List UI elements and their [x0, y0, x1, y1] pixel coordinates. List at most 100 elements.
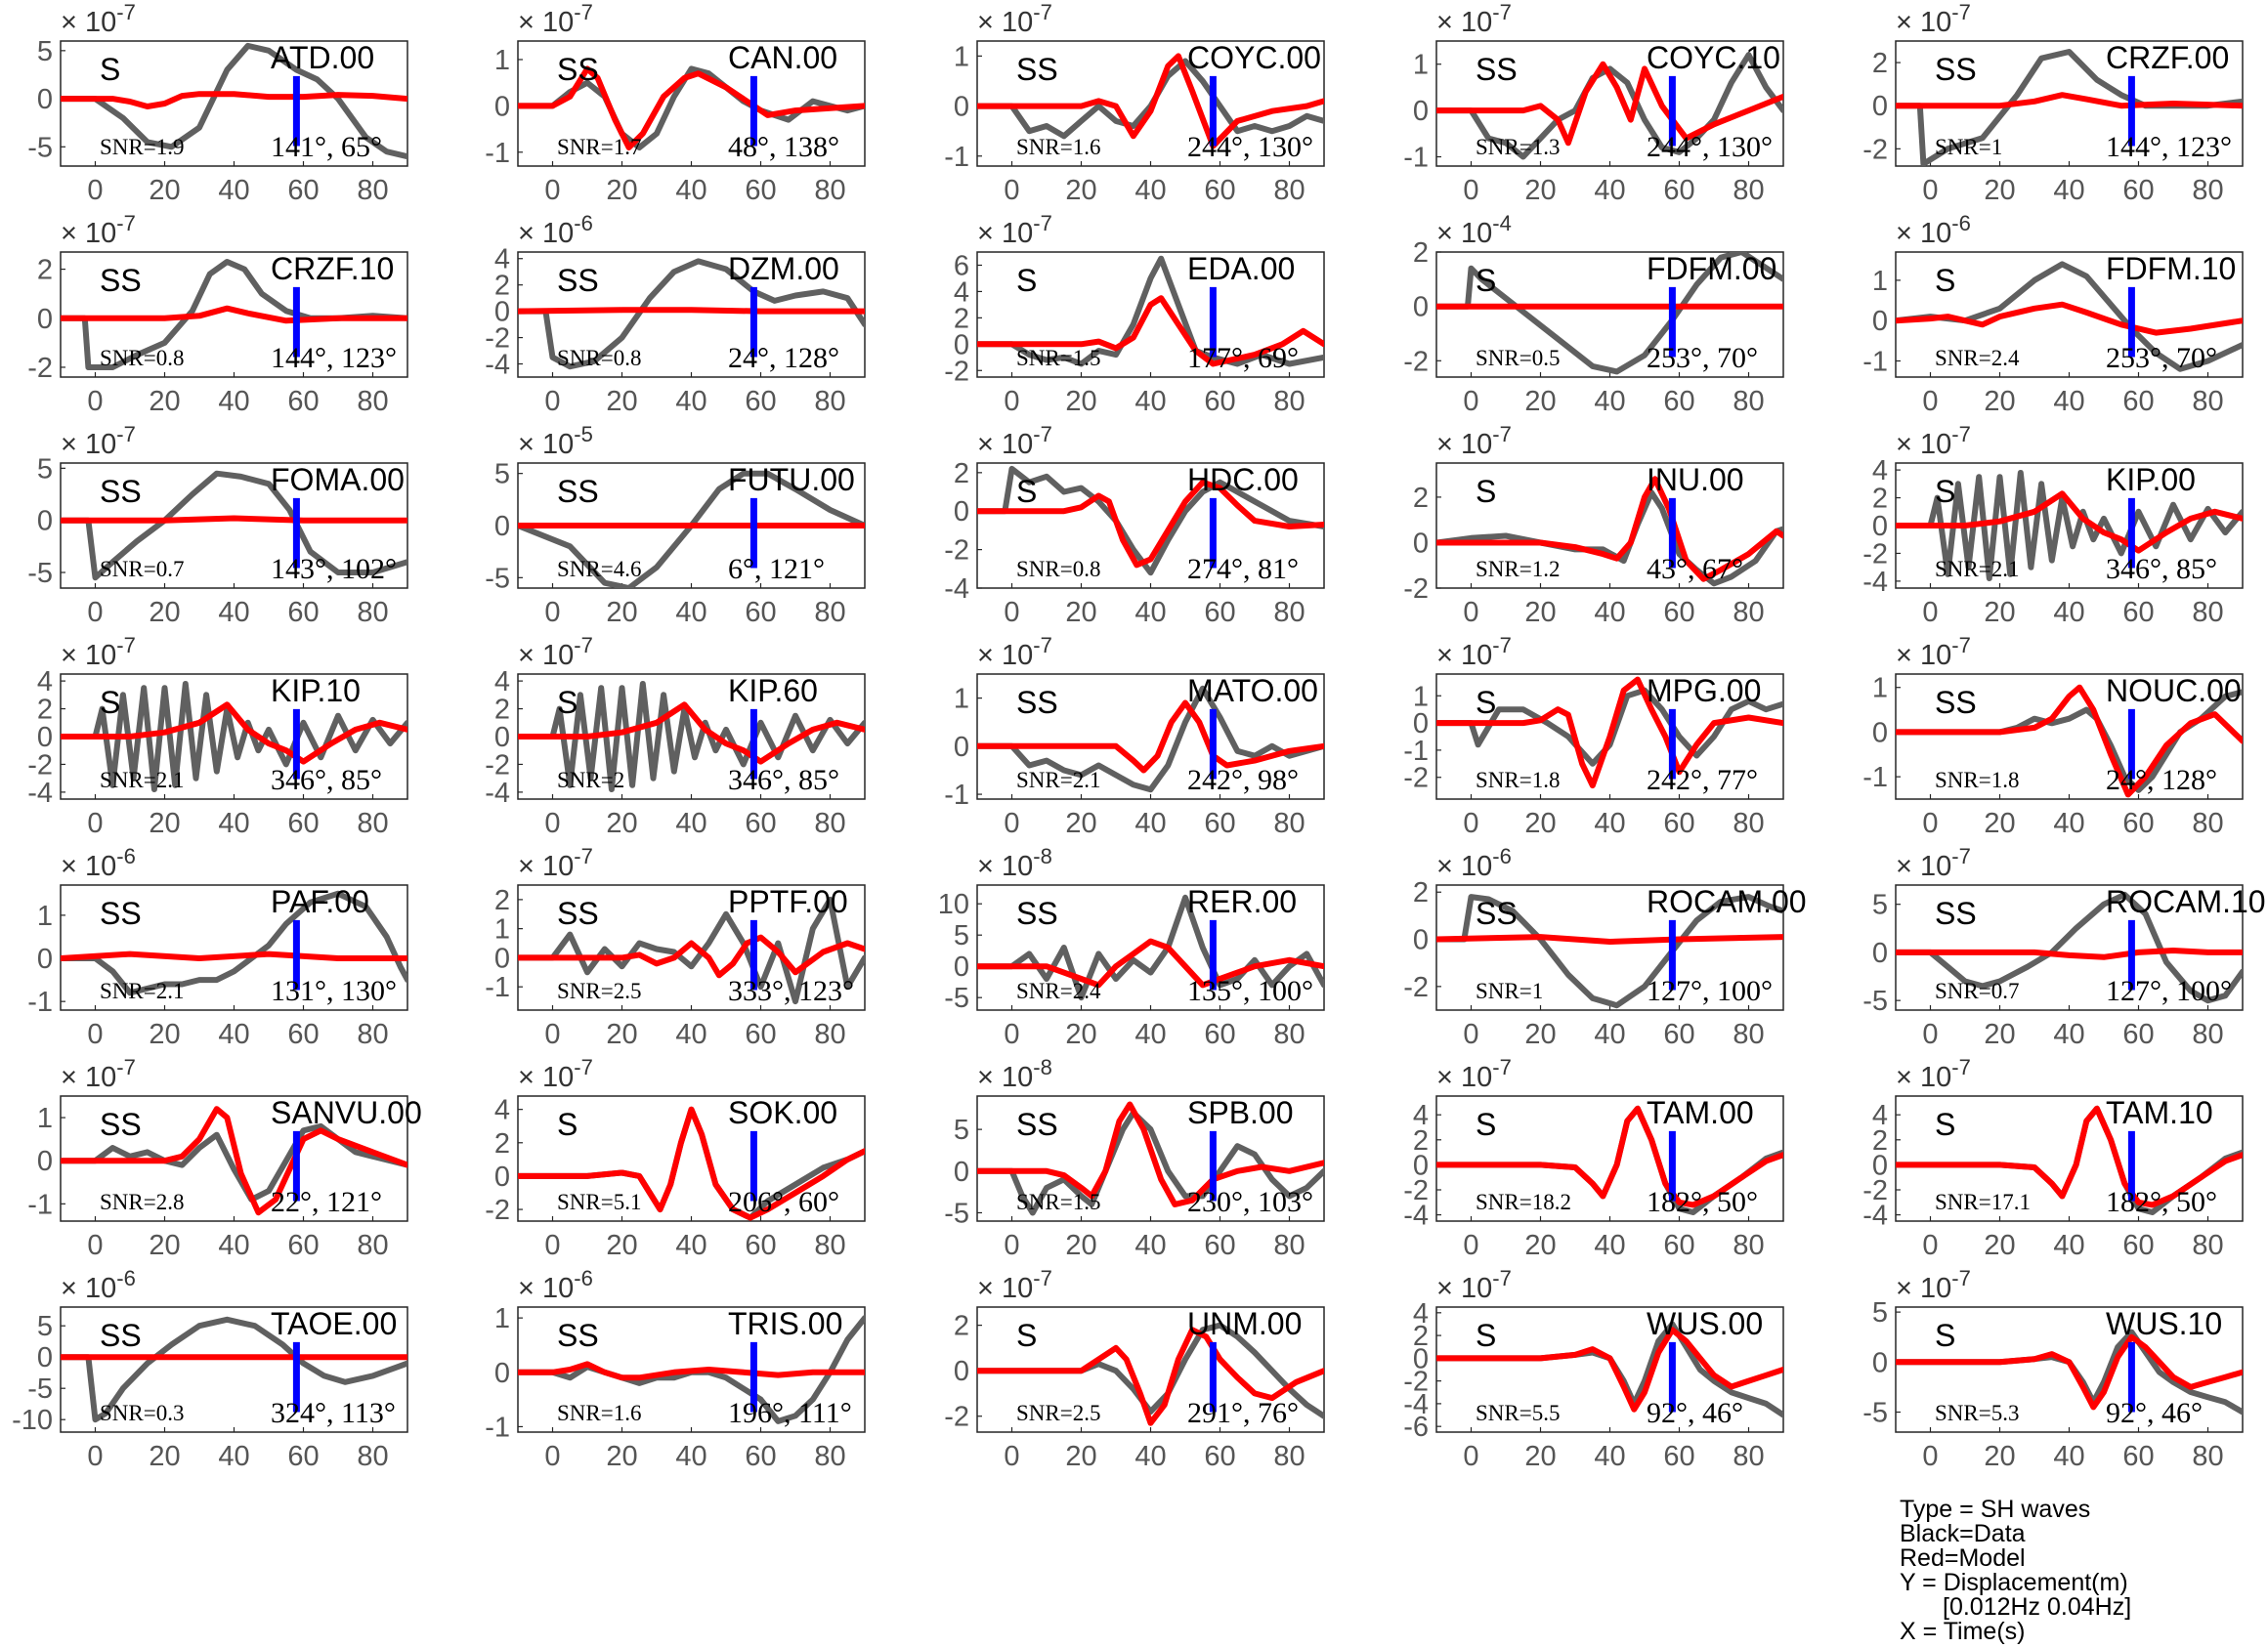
x-tick-label: 80 [357, 597, 388, 628]
model-trace [518, 307, 865, 315]
snr-label: SNR=1.7 [557, 135, 641, 159]
model-trace [1896, 1333, 2243, 1411]
y-tick-label: 0 [1872, 717, 1888, 748]
axis-exponent-label: × 10-7 [977, 211, 1052, 249]
x-tick-label: 80 [1733, 1019, 1764, 1050]
y-tick-label: -1 [485, 972, 510, 1003]
legend-type: Type = SH waves [1900, 1496, 2091, 1523]
y-tick-label: 0 [494, 91, 510, 122]
x-tick-label: 0 [544, 1019, 560, 1050]
x-tick-label: 60 [287, 1019, 319, 1050]
axis-exponent-power: -5 [574, 422, 593, 446]
phase-label: S [557, 685, 578, 720]
x-tick-label: 40 [1594, 1019, 1625, 1050]
azimuth-takeoff-label: 144°, 123° [271, 342, 397, 374]
y-tick-label: 2 [1413, 1125, 1429, 1157]
snr-label: SNR=17.1 [1935, 1190, 2031, 1214]
y-tick-label: -1 [944, 142, 969, 173]
axis-exponent-power: -7 [1033, 633, 1052, 657]
x-tick-label: 60 [1204, 386, 1235, 417]
y-tick-label: 0 [494, 1358, 510, 1389]
y-tick-label: 5 [1872, 890, 1888, 921]
y-tick-label: 1 [37, 901, 53, 932]
waveform-panel: 0 20 40 60 80 5 0 -5 × 10-7 S WUS.10 SNR=5.3 92°, 46… [1862, 1266, 2244, 1472]
x-tick-label: 60 [1663, 1441, 1694, 1472]
azimuth-takeoff-label: 242°, 77° [1647, 764, 1758, 796]
phase-label: SS [100, 1318, 142, 1353]
x-tick-label: 0 [1004, 597, 1019, 628]
station-label: WUS.10 [2106, 1306, 2222, 1341]
plot-frame [1435, 1306, 1784, 1433]
x-tick-label: 0 [87, 1019, 103, 1050]
x-tick-label: 20 [149, 1230, 180, 1261]
phase-label: S [1476, 1107, 1496, 1142]
phase-label: S [1016, 1318, 1037, 1353]
axis-exponent-label: × 10-7 [1896, 1055, 1971, 1093]
phase-label: SS [1476, 896, 1518, 931]
data-trace [61, 890, 407, 996]
station-label: CRZF.10 [271, 251, 394, 286]
y-tick-label: 0 [1413, 708, 1429, 739]
y-tick-label: 0 [954, 92, 969, 123]
x-tick-label: 20 [1984, 1441, 2015, 1472]
snr-label: SNR=1 [1476, 979, 1543, 1003]
y-tick-label: -2 [1403, 1367, 1429, 1398]
y-tick-label: 0 [37, 944, 53, 975]
x-tick-label: 40 [675, 1019, 706, 1050]
legend-x: X = Time(s) [1900, 1618, 2026, 1645]
phase-label: SS [1016, 685, 1058, 720]
phase-label: SS [1935, 896, 1977, 931]
y-tick-label: 2 [1872, 1125, 1888, 1157]
x-tick-label: 60 [745, 175, 776, 206]
axis-exponent-label: × 10-7 [61, 1055, 136, 1093]
y-tick-label: -2 [485, 323, 510, 355]
y-tick-label: 6 [954, 250, 969, 281]
station-label: FOMA.00 [271, 462, 405, 497]
data-trace [977, 685, 1324, 793]
x-tick-label: 20 [1984, 1019, 2015, 1050]
axis-exponent-label: × 10-7 [61, 211, 136, 249]
y-tick-label: 0 [37, 304, 53, 335]
snr-label: SNR=2.4 [1935, 346, 2020, 370]
x-tick-label: 80 [1273, 1230, 1305, 1261]
data-trace [518, 896, 865, 1005]
y-tick-label: -4 [27, 778, 53, 809]
x-tick-label: 60 [1204, 1019, 1235, 1050]
x-tick-label: 80 [357, 386, 388, 417]
phase-label: S [1476, 1318, 1496, 1353]
y-tick-label: 10 [938, 889, 969, 920]
azimuth-takeoff-label: 244°, 130° [1647, 131, 1773, 163]
x-tick-label: 40 [1134, 175, 1166, 206]
axis-exponent-power: -6 [1951, 211, 1971, 235]
x-tick-label: 0 [1922, 1441, 1938, 1472]
axis-exponent-label: × 10-7 [1436, 1266, 1512, 1304]
x-tick-label: 0 [87, 1230, 103, 1261]
y-tick-label: 0 [954, 732, 969, 763]
x-tick-label: 0 [1004, 1019, 1019, 1050]
waveform-panel: 0 20 40 60 80 1 0 -1 × 10-7 SS COYC.10 SNR=1.3 244°,… [1403, 0, 1784, 206]
x-tick-label: 60 [287, 1441, 319, 1472]
x-tick-label: 20 [606, 386, 637, 417]
axis-exponent-label: × 10-6 [518, 1266, 593, 1304]
plot-frame [60, 1306, 408, 1433]
axis-exponent-label: × 10-7 [518, 1055, 593, 1093]
x-tick-label: 40 [218, 175, 249, 206]
station-label: COYC.10 [1647, 40, 1780, 75]
phase-label: S [1016, 263, 1037, 298]
snr-label: SNR=1 [1935, 135, 2002, 159]
data-trace [1436, 894, 1783, 1009]
azimuth-takeoff-label: 206°, 60° [728, 1186, 839, 1218]
azimuth-takeoff-label: 135°, 100° [1187, 975, 1313, 1007]
x-tick-label: 80 [1733, 386, 1764, 417]
station-label: RER.00 [1187, 884, 1297, 919]
x-tick-label: 60 [287, 808, 319, 839]
x-tick-label: 40 [1594, 1441, 1625, 1472]
y-tick-label: -2 [944, 356, 969, 387]
x-tick-label: 40 [1594, 597, 1625, 628]
y-tick-label: 1 [1872, 673, 1888, 704]
snr-label: SNR=5.1 [557, 1190, 641, 1214]
